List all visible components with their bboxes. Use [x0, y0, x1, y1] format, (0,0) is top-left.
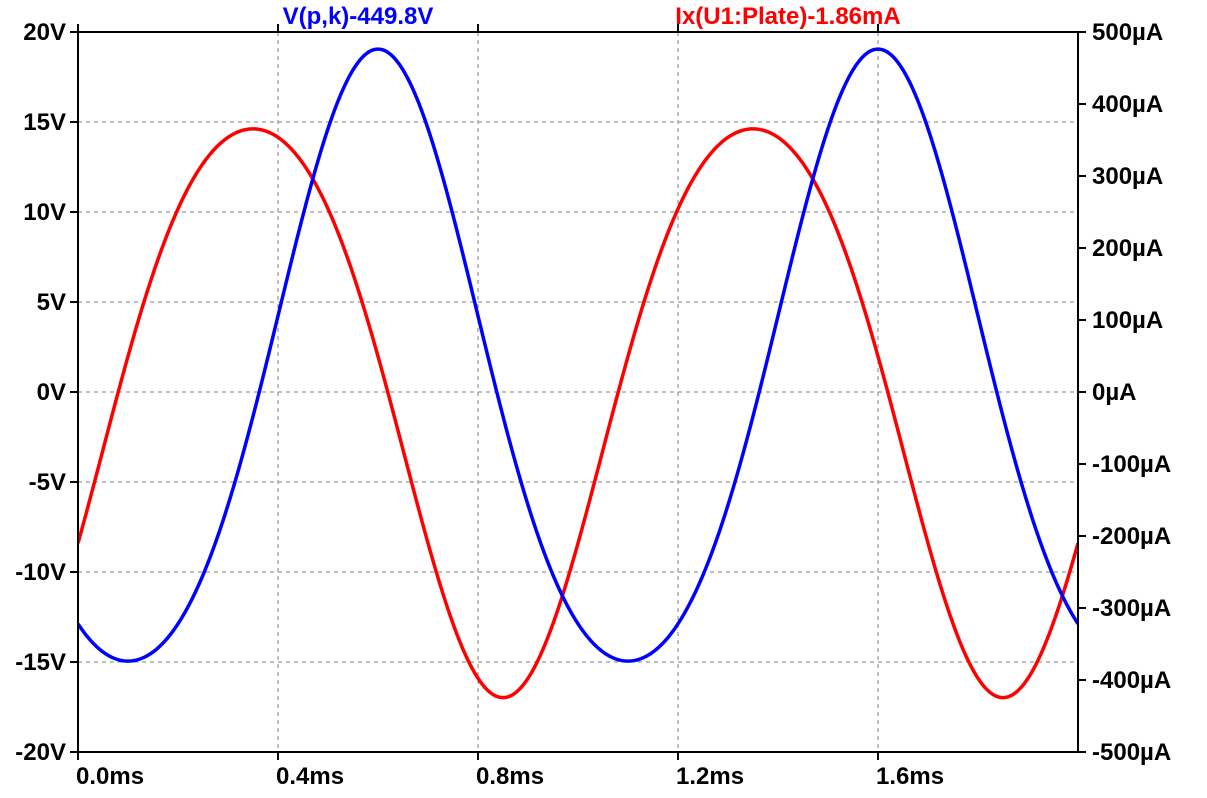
y-left-tick-label: 20V	[23, 19, 66, 46]
x-tick-label: 1.2ms	[676, 763, 744, 790]
y-right-tick-label: 100µA	[1092, 307, 1163, 334]
y-left-tick-label: -15V	[15, 649, 66, 676]
y-right-tick-label: 400µA	[1092, 91, 1163, 118]
legend-voltage: V(p,k)-449.8V	[283, 3, 434, 30]
y-left-tick-label: -5V	[29, 469, 66, 496]
x-tick-label: 0.4ms	[276, 763, 344, 790]
legend-current: Ix(U1:Plate)-1.86mA	[675, 3, 900, 30]
x-tick-label: 1.6ms	[876, 763, 944, 790]
y-right-tick-label: -100µA	[1092, 451, 1171, 478]
y-left-tick-label: 5V	[37, 289, 66, 316]
y-left-tick-label: 15V	[23, 109, 66, 136]
y-right-tick-label: -400µA	[1092, 667, 1171, 694]
y-right-tick-label: -300µA	[1092, 595, 1171, 622]
chart-container: 0.0ms 0.4ms 0.8ms 1.2ms 1.6ms -20V -15V -10V -5V…	[0, 0, 1207, 798]
x-tick-label: 0.8ms	[476, 763, 544, 790]
y-right-tick-label: 0µA	[1092, 379, 1137, 406]
y-left-tick-label: -10V	[15, 559, 66, 586]
y-left-tick-label: 10V	[23, 199, 66, 226]
y-right-tick-label: -500µA	[1092, 739, 1171, 766]
x-tick-label: 0.0ms	[76, 763, 144, 790]
y-left-tick-label: 0V	[37, 379, 66, 406]
y-right-tick-label: -200µA	[1092, 523, 1171, 550]
y-left-tick-label: -20V	[15, 739, 66, 766]
y-right-tick-label: 500µA	[1092, 19, 1163, 46]
y-right-tick-label: 200µA	[1092, 235, 1163, 262]
waveform-chart: 0.0ms 0.4ms 0.8ms 1.2ms 1.6ms -20V -15V -10V -5V…	[0, 0, 1207, 798]
y-right-tick-label: 300µA	[1092, 163, 1163, 190]
